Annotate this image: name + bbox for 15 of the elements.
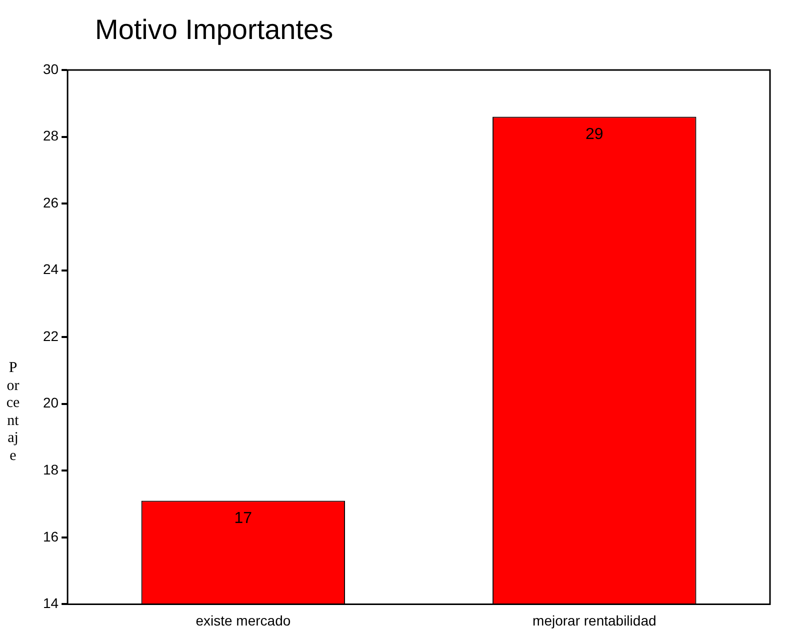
chart-title: Motivo Importantes [95, 14, 334, 46]
x-tick-label: existe mercado [196, 612, 291, 628]
y-tick-label: 26 [42, 194, 59, 210]
data-label: 17 [234, 510, 252, 528]
y-tick-label: 24 [42, 261, 59, 278]
y-tick-label: 14 [42, 595, 59, 612]
y-axis-title: Porcentaje [6, 360, 20, 465]
y-tick-label: 20 [42, 394, 59, 411]
y-tick-label: 18 [42, 462, 59, 478]
y-tick-label: 28 [42, 128, 59, 144]
y-tick-label: 30 [42, 60, 59, 77]
data-label: 29 [585, 126, 604, 144]
y-tick-label: 22 [42, 328, 59, 344]
x-tick-label: mejorar rentabilidad [532, 612, 656, 628]
y-tick-label: 16 [42, 528, 59, 544]
